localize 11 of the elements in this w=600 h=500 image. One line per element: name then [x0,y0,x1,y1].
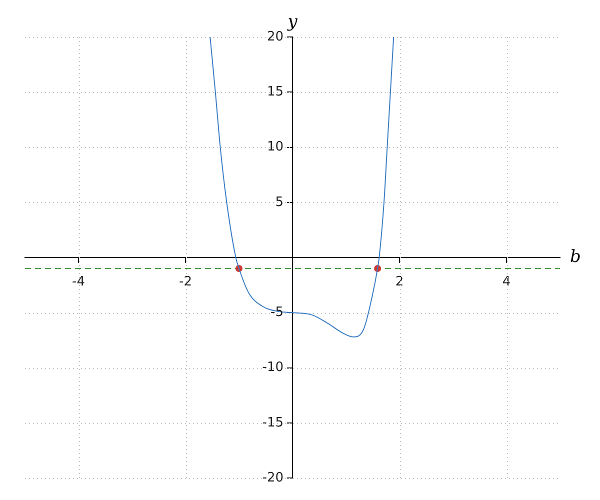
x-tick-label: -4 [72,274,85,290]
y-axis-title: y [286,12,298,32]
x-tick-label: -2 [179,274,192,290]
y-tick-label: 15 [266,84,284,100]
y-tick-label: -20 [262,470,284,486]
y-tick-label: 5 [275,194,284,210]
x-axis-title: b [570,246,581,267]
y-tick-label: -15 [262,415,284,430]
y-tick-label: 10 [266,140,284,155]
y-tick-label: 20 [266,29,284,44]
y-tick-label: -10 [262,360,284,376]
